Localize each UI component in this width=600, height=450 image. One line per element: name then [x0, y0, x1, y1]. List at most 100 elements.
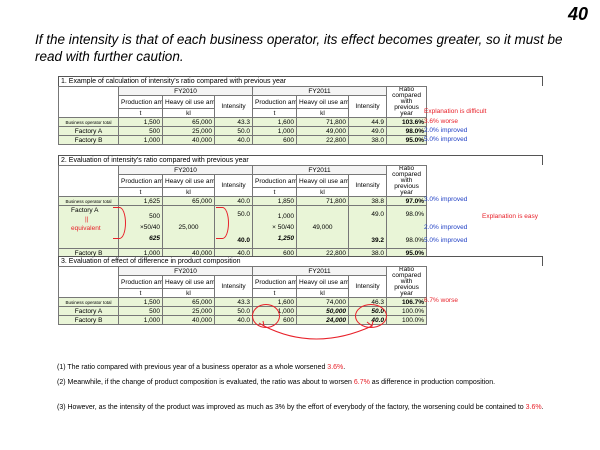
- footer-highlight: 3.6%: [525, 404, 542, 411]
- cell: 40.0: [213, 135, 254, 145]
- cell: 500: [149, 212, 160, 220]
- highlight-circle: [355, 304, 387, 328]
- unit-kl: kl: [162, 187, 215, 197]
- cell-stack: 1,000 × 50/40 1,250: [252, 205, 298, 249]
- fy2010-header: FY2010: [117, 165, 254, 175]
- cell: 40,000: [162, 135, 215, 145]
- cell: 65,000: [162, 297, 215, 307]
- ratio-cell: 98.0%: [386, 126, 428, 136]
- cell: 50,000: [296, 306, 350, 316]
- intensity-header: Intensity: [348, 275, 388, 298]
- cell: 625: [149, 234, 160, 242]
- heavy-oil-header: Heavy oil use amount: [162, 275, 215, 289]
- cell: 49,000: [296, 126, 350, 136]
- cell: 43.3: [213, 297, 254, 307]
- curved-arrow-icon: [258, 320, 374, 340]
- ratio-cell: 98.0%: [405, 236, 425, 244]
- unit-t: t: [252, 288, 298, 298]
- ratio-cell: 95.0%: [386, 135, 428, 145]
- cell: 500: [118, 306, 163, 316]
- cell: 38.8: [348, 196, 388, 206]
- cell: ×50/40: [139, 223, 160, 231]
- footer-text: .: [541, 404, 544, 411]
- cell: 40.0: [213, 196, 254, 206]
- heavy-oil-header: Heavy oil use amount: [162, 174, 215, 188]
- cell-stack: 98.0% 98.0%: [386, 205, 428, 249]
- cell: 1,850: [252, 196, 298, 206]
- fy2010-header: FY2010: [117, 266, 254, 276]
- heavy-oil-header: Heavy oil use amount: [296, 95, 350, 109]
- cell: 1,500: [118, 117, 163, 127]
- heavy-oil-header: Heavy oil use amount: [162, 95, 215, 109]
- row-label: Business operator total: [58, 117, 119, 127]
- table-row: Business operator total 1,500 65,000 43.…: [58, 117, 544, 127]
- ratio-cell: 97.0%: [386, 196, 428, 206]
- footer-text: (1) The ratio compared with previous yea…: [57, 364, 328, 371]
- section-2-title: 2. Evaluation of intensity's ratio compa…: [58, 155, 543, 165]
- fy2010-header: FY2010: [117, 86, 254, 96]
- row-label: Business operator total: [58, 297, 119, 307]
- note-worse: 6.7% worse: [424, 297, 458, 304]
- ratio-header: Ratio compared with previous year: [386, 266, 428, 298]
- row-label: Factory A: [58, 126, 119, 136]
- cell: 49.0: [371, 210, 385, 218]
- ratio-cell: 100.0%: [386, 315, 428, 325]
- cell: 65,000: [162, 196, 215, 206]
- cell: 43.3: [213, 117, 254, 127]
- cell: 1,600: [252, 117, 298, 127]
- ratio-cell: 98.0%: [405, 210, 425, 218]
- cell: 600: [252, 135, 298, 145]
- row-label: Business operator total: [58, 196, 119, 206]
- cell: 1,250: [277, 234, 295, 242]
- cell: 50.0: [213, 306, 254, 316]
- note-explanation-difficult: Explanation is difficult: [424, 108, 487, 115]
- cell: 40.0: [213, 315, 254, 325]
- row-label: Factory A: [58, 306, 119, 316]
- unit-kl: kl: [296, 108, 350, 118]
- highlight-bracket: [216, 207, 229, 239]
- row-label: Factory B: [58, 135, 119, 145]
- intensity-header: Intensity: [348, 95, 388, 118]
- footer-highlight: 6.7%: [353, 379, 370, 386]
- production-header: Production amount: [118, 174, 163, 188]
- ratio-header: Ratio compared with previous year: [386, 165, 428, 197]
- section-1-table: FY2010 FY2011 Ratio compared with previo…: [58, 86, 543, 145]
- footer-text: (2) Meanwhile, if the change of product …: [57, 379, 354, 386]
- intensity-header: Intensity: [213, 275, 254, 298]
- fy2011-header: FY2011: [252, 165, 388, 175]
- unit-t: t: [118, 288, 163, 298]
- cell: × 50/40: [272, 223, 295, 231]
- note-explanation-easy: Explanation is easy: [482, 213, 539, 220]
- table-row: Factory A 500 25,000 50.0 1,000 49,000 4…: [58, 126, 544, 136]
- heavy-oil-header: Heavy oil use amount: [296, 174, 350, 188]
- table-row: Business operator total 1,500 65,000 43.…: [58, 297, 544, 307]
- row-label: Factory B: [58, 315, 119, 325]
- production-header: Production amount: [252, 275, 298, 289]
- table-row-factory-a: Factory A || equivalent 500 ×50/40 625 2…: [58, 205, 544, 249]
- cell: 50.0: [213, 126, 254, 136]
- cell: 74,000: [296, 297, 350, 307]
- unit-t: t: [118, 108, 163, 118]
- page-number: 40: [567, 4, 588, 24]
- cell: 1,500: [118, 297, 163, 307]
- unit-t: t: [252, 108, 298, 118]
- cell: 49,000: [296, 205, 350, 249]
- highlight-bracket: [113, 207, 126, 239]
- cell: 25,000: [162, 306, 215, 316]
- production-header: Production amount: [118, 275, 163, 289]
- section-1-title: 1. Example of calculation of intensity's…: [58, 76, 543, 86]
- fy2011-header: FY2011: [252, 266, 388, 276]
- factory-a-label-cell: Factory A || equivalent: [58, 205, 119, 249]
- intensity-header: Intensity: [213, 95, 254, 118]
- cell: 22,800: [296, 135, 350, 145]
- cell: 40,000: [162, 315, 215, 325]
- ratio-cell: 103.6%: [386, 117, 428, 127]
- cell: 71,800: [296, 196, 350, 206]
- footer-point-1: (1) The ratio compared with previous yea…: [57, 364, 346, 371]
- cell: 39.2: [371, 236, 385, 244]
- production-header: Production amount: [252, 95, 298, 109]
- cell: 1,000: [277, 212, 295, 220]
- cell: 44.9: [348, 117, 388, 127]
- table-row: Factory B 1,000 40,000 40.0 600 22,800 3…: [58, 135, 544, 145]
- footer-point-2: (2) Meanwhile, if the change of product …: [57, 378, 552, 387]
